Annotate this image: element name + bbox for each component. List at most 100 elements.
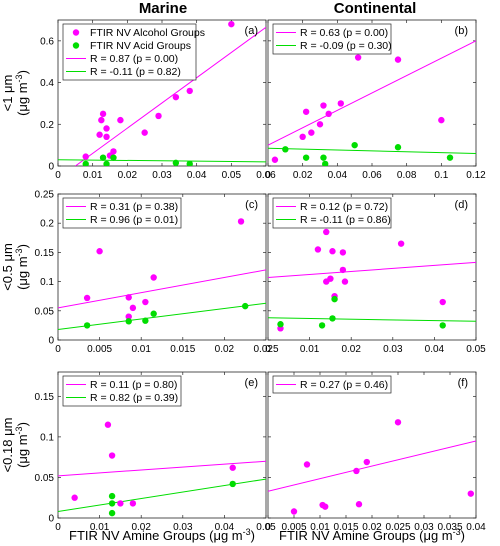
data-point bbox=[446, 154, 454, 161]
data-point bbox=[150, 310, 157, 317]
data-point bbox=[71, 494, 78, 501]
x-axis-label: FTIR NV Amine Groups (μg m-3) bbox=[69, 527, 255, 543]
x-tick-label: 0.05 bbox=[222, 170, 242, 181]
y-tick-label: 0.15 bbox=[35, 248, 55, 259]
panel-letter: (f) bbox=[458, 377, 468, 389]
data-point bbox=[322, 160, 329, 166]
legend-box bbox=[62, 23, 197, 81]
legend-label: R = 0.63 (p = 0.00) bbox=[300, 27, 388, 39]
x-tick-label: 0 bbox=[265, 344, 271, 355]
x-tick-label: 0 bbox=[55, 170, 61, 181]
data-point bbox=[325, 110, 332, 118]
x-tick-label: 0.06 bbox=[362, 170, 382, 181]
row-label: <0.18 μm (μg m-3) bbox=[0, 418, 30, 473]
legend-box bbox=[62, 197, 182, 229]
x-tick-label: 0.08 bbox=[397, 170, 417, 181]
data-point bbox=[108, 452, 116, 459]
x-tick-label: 0.015 bbox=[333, 522, 358, 533]
row-label-line2: (μg m-3) bbox=[14, 422, 30, 468]
fit-line bbox=[58, 269, 266, 309]
legend-box bbox=[272, 375, 392, 394]
x-tick-label: 0.02 bbox=[118, 170, 138, 181]
plot-area bbox=[268, 365, 476, 515]
data-point bbox=[318, 322, 326, 329]
data-point bbox=[438, 116, 445, 124]
x-tick-label: 0.025 bbox=[253, 344, 278, 355]
panel-letter: (e) bbox=[245, 377, 258, 389]
panel-d: 0 0.01 0.02 0.03 0.04 0.05 R = 0.12 (p = 0.72)… bbox=[265, 193, 486, 355]
fit-line bbox=[75, 26, 266, 166]
plot-area bbox=[58, 20, 266, 166]
data-point bbox=[108, 509, 116, 517]
col-title-continental: Continental bbox=[334, 0, 417, 17]
data-point bbox=[290, 508, 298, 515]
data-point bbox=[394, 56, 402, 63]
x-tick-label: 0.01 bbox=[300, 344, 320, 355]
data-point bbox=[363, 458, 370, 466]
x-tick-label: 0.03 bbox=[152, 170, 172, 181]
fit-line bbox=[268, 440, 476, 492]
data-point bbox=[117, 500, 124, 507]
panel-f: 0 0.005 0.01 0.015 0.02 0.025 0.03 0.035 0.04 R =… bbox=[265, 365, 486, 533]
row-labels: <1 μm (μg m-3)<0.5 μm (μg m-3)<0.18 μm (μg … bbox=[0, 70, 30, 472]
data-point bbox=[150, 274, 157, 281]
data-point bbox=[142, 317, 149, 324]
data-point bbox=[172, 159, 180, 166]
data-point bbox=[125, 313, 132, 320]
x-tick-label: 0.01 bbox=[310, 522, 330, 533]
legend-box bbox=[62, 375, 182, 407]
legend-label: R = -0.11 (p = 0.86) bbox=[300, 214, 391, 226]
x-tick-label: 0.04 bbox=[425, 344, 445, 355]
x-tick-label: 0 bbox=[265, 522, 271, 533]
y-tick-label: 0.15 bbox=[35, 392, 55, 403]
x-tick-label: 0.03 bbox=[414, 522, 434, 533]
x-tick-label: 0.05 bbox=[256, 522, 276, 533]
data-point bbox=[83, 294, 91, 302]
data-point bbox=[320, 102, 327, 109]
legend-label: R = -0.09 (p = 0.30) bbox=[300, 40, 392, 52]
row-label-line1: <0.18 μm bbox=[0, 418, 15, 473]
x-tick-label: 0.03 bbox=[383, 344, 403, 355]
data-point bbox=[117, 116, 124, 124]
data-point bbox=[98, 116, 105, 124]
x-tick-label: 0.04 bbox=[187, 170, 207, 181]
axes-box bbox=[267, 371, 477, 519]
x-tick-label: 0.1 bbox=[434, 170, 448, 181]
fit-line bbox=[58, 159, 266, 163]
panel-letter: (a) bbox=[245, 25, 258, 37]
data-point bbox=[341, 278, 349, 285]
legend: R = 0.63 (p = 0.00)R = -0.09 (p = 0.30) bbox=[272, 23, 392, 55]
data-point bbox=[108, 492, 116, 500]
data-point bbox=[329, 248, 336, 255]
data-point bbox=[103, 133, 110, 140]
x-tick-label: 0 bbox=[265, 170, 271, 181]
fit-line bbox=[58, 302, 266, 330]
legend: R = 0.31 (p = 0.38)R = 0.96 (p = 0.01) bbox=[62, 197, 182, 229]
row-label-line1: <0.5 μm bbox=[0, 243, 15, 291]
data-point bbox=[379, 365, 385, 371]
plot-area bbox=[268, 228, 476, 332]
data-point bbox=[155, 112, 162, 120]
panel-letter: (b) bbox=[455, 25, 468, 37]
legend: R = 0.11 (p = 0.80)R = 0.82 (p = 0.39) bbox=[62, 375, 182, 407]
legend-label: R = 0.96 (p = 0.01) bbox=[90, 214, 178, 226]
data-point bbox=[125, 318, 132, 325]
data-point bbox=[172, 93, 180, 101]
data-point bbox=[228, 20, 235, 28]
data-point bbox=[103, 160, 110, 166]
data-point bbox=[242, 302, 249, 310]
x-tick-label: 0.02 bbox=[362, 522, 382, 533]
data-point bbox=[329, 315, 336, 322]
y-tick-label: 0 bbox=[48, 162, 54, 173]
data-point bbox=[110, 148, 117, 155]
plot-area bbox=[58, 218, 266, 330]
data-point bbox=[337, 100, 344, 107]
data-point bbox=[353, 467, 360, 475]
x-tick-label: 0.05 bbox=[466, 344, 486, 355]
panel-letter: (c) bbox=[245, 199, 258, 211]
x-tick-label: 0.035 bbox=[437, 522, 462, 533]
plot-area bbox=[268, 40, 476, 166]
data-point bbox=[103, 125, 110, 132]
x-tick-label: 0 bbox=[55, 344, 61, 355]
x-tick-label: 0.02 bbox=[293, 170, 313, 181]
